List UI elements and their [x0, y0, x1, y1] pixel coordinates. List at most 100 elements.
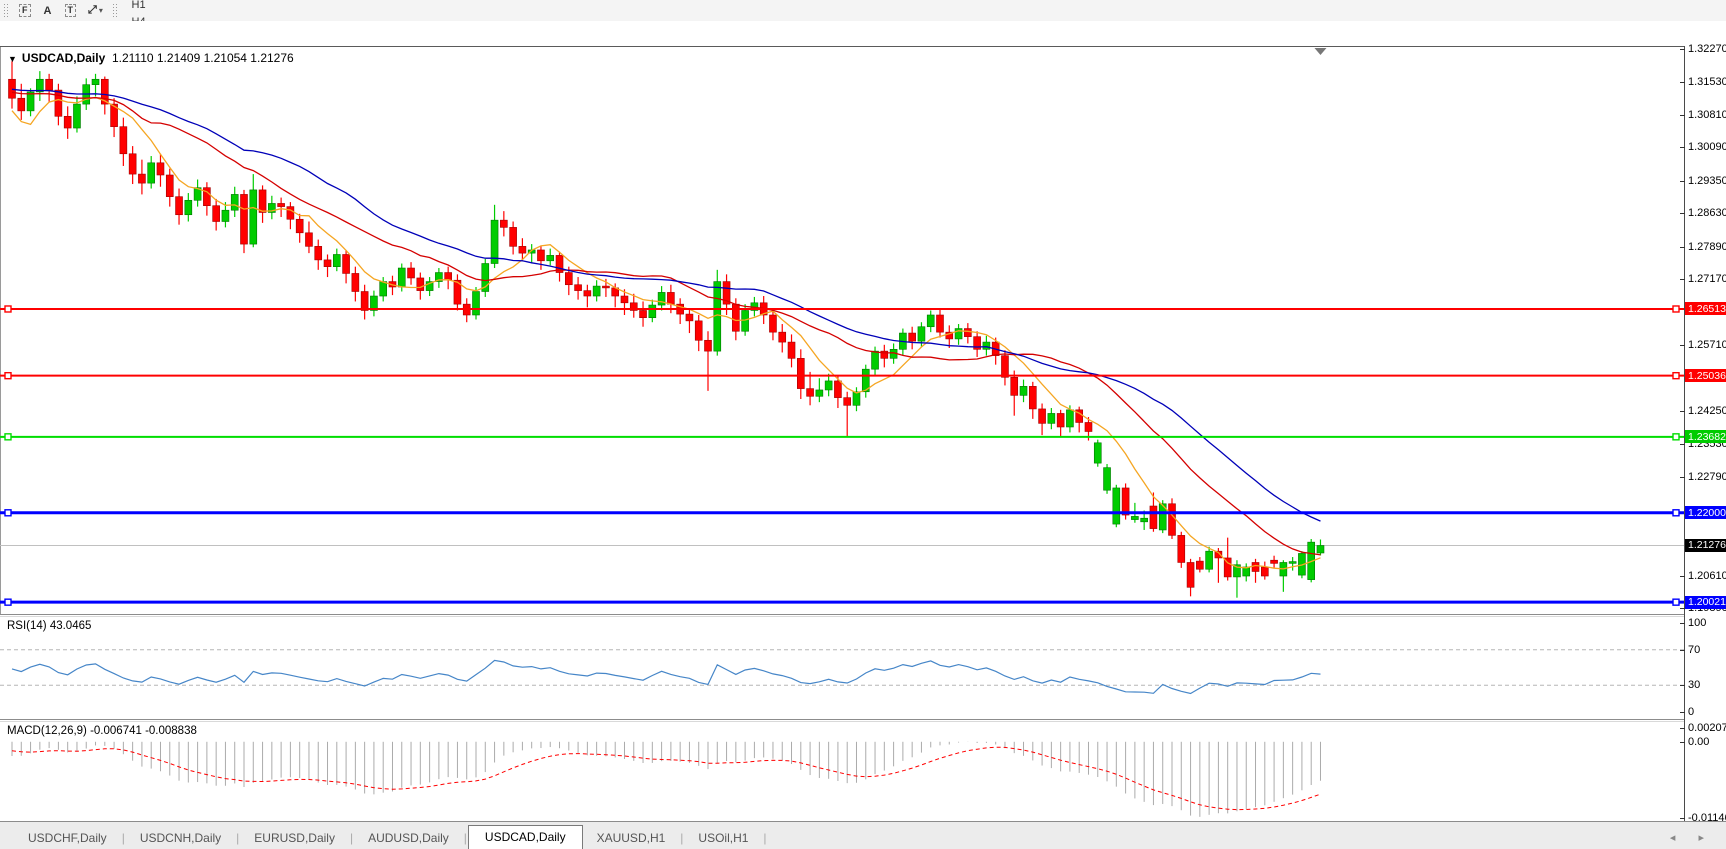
- hline-handle[interactable]: [1672, 433, 1680, 441]
- axis-tick: [1680, 728, 1685, 729]
- axis-tick: [1680, 444, 1685, 445]
- price-tick-label: 1.22790: [1688, 471, 1726, 483]
- price-badge-1.20021: 1.20021: [1685, 595, 1726, 609]
- tab-separator: |: [763, 831, 767, 845]
- timeframe-button-h1[interactable]: H1: [131, 0, 146, 11]
- tab-scroll-arrows[interactable]: ◂ ▸: [1669, 832, 1714, 844]
- hline-handle[interactable]: [4, 509, 12, 517]
- axis-tick: [1680, 818, 1685, 819]
- selection-frame-icon[interactable]: F: [14, 2, 36, 19]
- chart-area: ▼ USDCAD,Daily 1.21110 1.21409 1.21054 1.…: [0, 21, 1726, 849]
- axis-tick: [1680, 345, 1685, 346]
- rsi-label: RSI(14) 43.0465: [7, 620, 92, 632]
- text-box-icon[interactable]: T: [60, 2, 82, 19]
- macd-histogram: [11, 741, 1321, 817]
- axis-tick: [1680, 608, 1685, 609]
- panel-separator-inner: [0, 616, 1726, 617]
- macd-panel[interactable]: [0, 722, 1684, 824]
- tab-separator: |: [680, 831, 684, 845]
- axis-tick: [1680, 147, 1685, 148]
- chart-tab-eurusd[interactable]: EURUSD,Daily: [254, 831, 335, 845]
- ohlc-values: 1.21110 1.21409 1.21054 1.21276: [111, 51, 294, 65]
- axis-tick: [1680, 411, 1685, 412]
- axis-tick: [1680, 213, 1685, 214]
- panel-separator-2[interactable]: [0, 719, 1726, 720]
- toolbar-grip-2[interactable]: [111, 3, 119, 18]
- hline-handle[interactable]: [1672, 509, 1680, 517]
- rsi-line: [11, 659, 1321, 695]
- chart-tab-xauusd[interactable]: XAUUSD,H1: [596, 831, 666, 845]
- price-axis-line: [1684, 46, 1685, 824]
- macd-label: MACD(12,26,9) -0.006741 -0.008838: [7, 725, 197, 737]
- axis-tick: [1680, 82, 1685, 83]
- chart-tab-usdcnh[interactable]: USDCNH,Daily: [139, 831, 222, 845]
- mid-ma-line[interactable]: [11, 91, 1321, 556]
- chart-title: ▼ USDCAD,Daily 1.21110 1.21409 1.21054 1.…: [8, 51, 294, 65]
- chart-tab-usdchf[interactable]: USDCHF,Daily: [28, 831, 107, 845]
- macd-signal-line: [11, 746, 1321, 811]
- price-tick-label: 1.27170: [1688, 273, 1726, 285]
- price-tick-label: 1.27890: [1688, 241, 1726, 253]
- arrows-glyph: ⤢: [88, 4, 97, 16]
- hline-handle[interactable]: [1672, 598, 1680, 606]
- chart-top-border: [0, 46, 1726, 47]
- axis-tick: [1680, 576, 1685, 577]
- hline-handle[interactable]: [4, 305, 12, 313]
- chart-collapse-icon[interactable]: ▼: [8, 54, 17, 64]
- axis-tick: [1680, 712, 1685, 713]
- chart-tab-usdcad[interactable]: USDCAD,Daily: [467, 825, 583, 849]
- dropdown-caret-icon[interactable]: ▾: [98, 6, 103, 15]
- axis-tick: [1680, 247, 1685, 248]
- axis-tick: [1680, 115, 1685, 116]
- chart-shift-marker[interactable]: [1314, 48, 1327, 55]
- price-badge-1.21276: 1.21276: [1685, 538, 1726, 552]
- tab-separator: |: [236, 831, 240, 845]
- axis-tick: [1680, 650, 1685, 651]
- price-tick-label: 70: [1688, 644, 1701, 656]
- price-tick-label: 1.32270: [1688, 43, 1726, 55]
- symbol-period-label: USDCAD,Daily: [21, 51, 106, 65]
- axis-tick: [1680, 477, 1685, 478]
- hline-handle[interactable]: [1672, 305, 1680, 313]
- tab-separator: |: [463, 831, 467, 845]
- chart-tab-audusd[interactable]: AUDUSD,Daily: [368, 831, 449, 845]
- price-tick-label: 100: [1688, 617, 1707, 629]
- price-tick-label: 30: [1688, 679, 1701, 691]
- price-tick-label: 1.31530: [1688, 76, 1726, 88]
- chart-tab-bar: USDCHF,Daily | USDCNH,Daily | EURUSD,Daily | A…: [0, 821, 1726, 849]
- price-tick-label: 1.29350: [1688, 175, 1726, 187]
- price-tick-label: 1.25710: [1688, 339, 1726, 351]
- price-badge-1.25036: 1.25036: [1685, 369, 1726, 383]
- axis-tick: [1680, 181, 1685, 182]
- price-tick-label: 0.00: [1688, 736, 1710, 748]
- fast-ma-line[interactable]: [11, 96, 1321, 570]
- rsi-panel[interactable]: [0, 617, 1684, 719]
- price-tick-label: 1.30810: [1688, 109, 1726, 121]
- axis-tick: [1680, 623, 1685, 624]
- line-tools-icon[interactable]: ⤢ ▾: [83, 2, 108, 19]
- price-tick-label: 0.002074: [1688, 722, 1726, 734]
- panel-separator-2-inner: [0, 721, 1726, 722]
- price-tick-label: 1.20610: [1688, 570, 1726, 582]
- price-axis[interactable]: 1.32270 1.31530 1.30810 1.30090 1.29350 1.286…: [1680, 21, 1726, 849]
- hline-handle[interactable]: [1672, 371, 1680, 380]
- tab-separator: |: [349, 831, 354, 845]
- price-tick-label: 1.28630: [1688, 207, 1726, 219]
- hline-handle[interactable]: [4, 433, 12, 441]
- chart-tab-usoil[interactable]: USOil,H1: [698, 831, 749, 845]
- axis-tick: [1680, 685, 1685, 686]
- hline-handle[interactable]: [4, 598, 12, 606]
- slow-ma-line[interactable]: [11, 88, 1321, 522]
- font-label-icon[interactable]: A: [43, 4, 52, 17]
- tabs-host: USDCHF,Daily | USDCNH,Daily | EURUSD,Daily | A…: [14, 822, 768, 849]
- hline-handle[interactable]: [4, 371, 12, 380]
- price-badge-1.23682: 1.23682: [1685, 430, 1726, 444]
- price-chart[interactable]: [0, 47, 1684, 614]
- toolbar: F A T ⤢▾ M1M5M15M30H1H4D1W1MN: [0, 0, 1726, 91]
- axis-tick: [1680, 49, 1685, 50]
- price-tick-label: 1.30090: [1688, 141, 1726, 153]
- toolbar-grip[interactable]: [3, 3, 10, 18]
- panel-separator[interactable]: [0, 614, 1726, 615]
- axis-tick: [1680, 742, 1685, 743]
